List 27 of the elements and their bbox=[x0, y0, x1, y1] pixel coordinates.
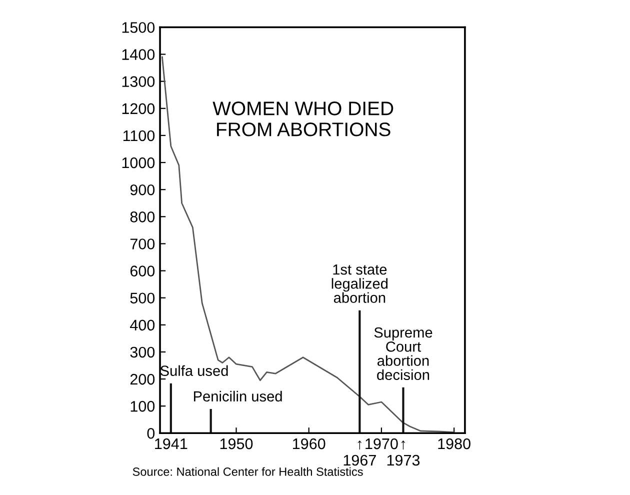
y-tick-label: 1300 bbox=[122, 76, 155, 88]
y-tick-label: 1100 bbox=[123, 130, 155, 142]
y-tick-label: 200 bbox=[130, 374, 155, 385]
source-note: Source: National Center for Health Statistics bbox=[132, 467, 363, 476]
y-tick-label: 300 bbox=[130, 346, 155, 358]
y-tick-label: 600 bbox=[130, 266, 155, 276]
y-tick-label: 900 bbox=[130, 184, 155, 196]
y-tick-label: 800 bbox=[130, 212, 155, 222]
line-series bbox=[162, 56, 455, 434]
x-tick-label: 1970 bbox=[366, 438, 398, 450]
y-tick-label: 1000 bbox=[122, 157, 155, 168]
y-tick-label: 1500 bbox=[122, 22, 155, 33]
ref-line-label: Penicilin used bbox=[194, 390, 282, 402]
x-tick-label: 1960 bbox=[293, 438, 326, 450]
text: WOMEN WHO DIED FROM ABORTIONS bbox=[212, 102, 394, 136]
ref-line-label: 1st state legalized abortion bbox=[332, 264, 388, 303]
y-tick-label: 1400 bbox=[122, 49, 155, 60]
y-tick-label: 1200 bbox=[122, 103, 155, 114]
x-tick-label: 1950 bbox=[220, 438, 253, 450]
y-tick-label: 0 bbox=[147, 428, 155, 439]
y-tick-label: 700 bbox=[130, 238, 155, 250]
y-tick-label: 100 bbox=[130, 400, 155, 412]
x-tick-label: 1941 bbox=[155, 438, 188, 450]
x-tick-label: 1980 bbox=[438, 438, 470, 450]
y-tick-label: 400 bbox=[130, 320, 155, 331]
ref-line-label: Supreme Court abortion decision bbox=[374, 327, 432, 380]
y-tick-label: 500 bbox=[130, 292, 155, 304]
